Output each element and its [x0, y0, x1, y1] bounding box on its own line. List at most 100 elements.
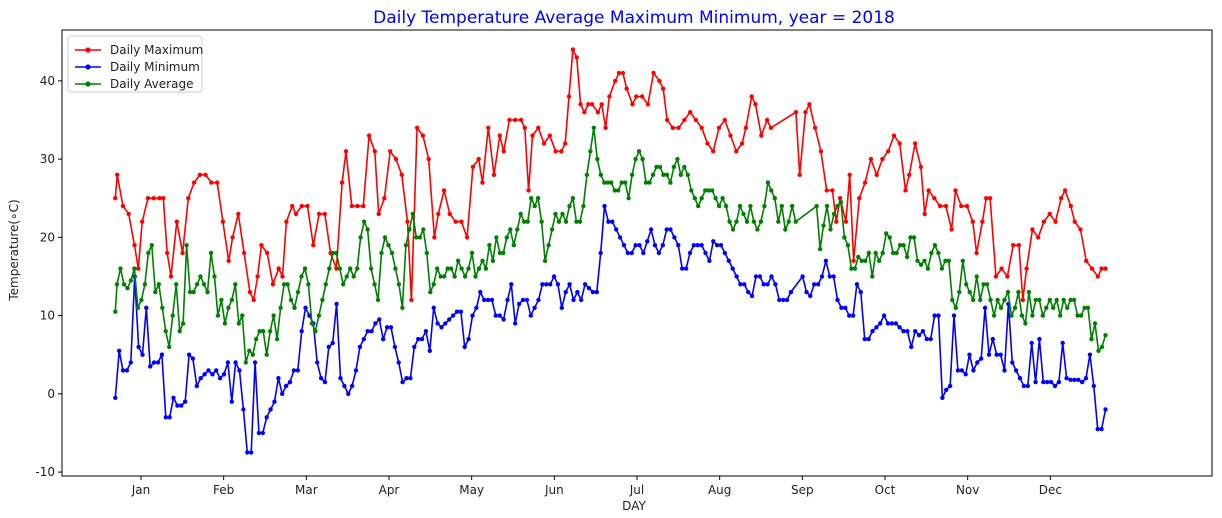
data-point [953, 305, 958, 310]
data-point [619, 180, 624, 185]
data-point [980, 219, 985, 224]
data-point [497, 250, 503, 256]
data-point [634, 94, 639, 99]
data-point [950, 297, 955, 303]
data-point [145, 196, 151, 201]
data-point [260, 430, 265, 436]
x-tick-label: Dec [1039, 483, 1062, 497]
data-point [1082, 305, 1087, 310]
data-point [343, 149, 349, 154]
data-point [670, 125, 675, 130]
data-point [647, 180, 652, 185]
data-point [607, 94, 612, 99]
data-point [175, 403, 180, 408]
data-point [302, 266, 308, 271]
data-point [132, 243, 137, 248]
data-point [817, 246, 823, 252]
data-point [470, 313, 475, 318]
data-point [322, 379, 328, 385]
data-point [555, 282, 561, 287]
data-point [707, 258, 712, 263]
data-point [384, 325, 390, 330]
data-point [327, 266, 332, 271]
data-point [139, 297, 144, 303]
data-point [693, 117, 699, 123]
data-point [863, 258, 868, 263]
data-point [668, 180, 673, 185]
data-point [746, 289, 751, 295]
data-point [716, 203, 722, 209]
data-point [118, 266, 123, 271]
x-tick-label: Apr [379, 483, 400, 497]
data-point [984, 196, 989, 201]
data-point [905, 329, 910, 334]
data-point [626, 196, 631, 201]
data-point [807, 102, 812, 107]
data-point [862, 180, 868, 185]
data-point [191, 289, 196, 295]
data-point [866, 336, 871, 342]
data-point [125, 286, 130, 291]
data-point [873, 250, 878, 256]
data-point [501, 250, 506, 256]
data-point [571, 297, 576, 303]
data-point [1021, 383, 1027, 389]
data-point [405, 219, 410, 224]
data-point [1061, 297, 1066, 303]
data-point [136, 266, 141, 271]
data-point [650, 172, 656, 177]
data-point [128, 278, 134, 283]
series-line [114, 46, 1106, 303]
data-point [257, 329, 262, 334]
data-point [241, 407, 246, 412]
data-point [1072, 219, 1077, 224]
data-point [542, 258, 548, 263]
data-point [689, 188, 694, 193]
data-point [293, 211, 299, 217]
data-point [459, 266, 464, 271]
data-point [852, 266, 858, 271]
data-point [407, 227, 412, 232]
data-point [339, 180, 345, 185]
data-point [963, 372, 968, 377]
data-point [845, 243, 851, 248]
data-point [1002, 297, 1007, 303]
data-point [964, 282, 969, 287]
data-point [226, 258, 231, 263]
data-point [981, 282, 986, 287]
data-point [932, 243, 938, 248]
data-point [720, 196, 725, 201]
data-point [334, 250, 339, 256]
data-point [812, 125, 818, 130]
data-point [546, 243, 551, 248]
data-point [549, 227, 555, 232]
data-point [291, 368, 297, 373]
data-point [1080, 379, 1085, 385]
data-point [881, 313, 887, 318]
data-point [842, 235, 847, 240]
data-point [672, 235, 677, 240]
data-point [695, 243, 700, 248]
data-point [594, 289, 599, 295]
data-point [1011, 243, 1016, 248]
data-point [414, 235, 419, 240]
data-point [974, 274, 979, 279]
data-point [680, 266, 685, 271]
data-point [1064, 376, 1069, 381]
data-point [276, 376, 281, 381]
data-point [1072, 377, 1077, 382]
data-point [443, 321, 448, 326]
data-point [117, 348, 122, 353]
data-point [800, 274, 805, 279]
data-point [191, 180, 197, 185]
data-point [1047, 211, 1052, 217]
data-point [849, 266, 854, 271]
data-point [271, 313, 276, 318]
data-point [210, 372, 215, 377]
data-point [915, 258, 920, 263]
data-point [1068, 297, 1073, 303]
data-point [366, 133, 372, 138]
data-point [894, 250, 899, 256]
data-point [971, 368, 976, 373]
